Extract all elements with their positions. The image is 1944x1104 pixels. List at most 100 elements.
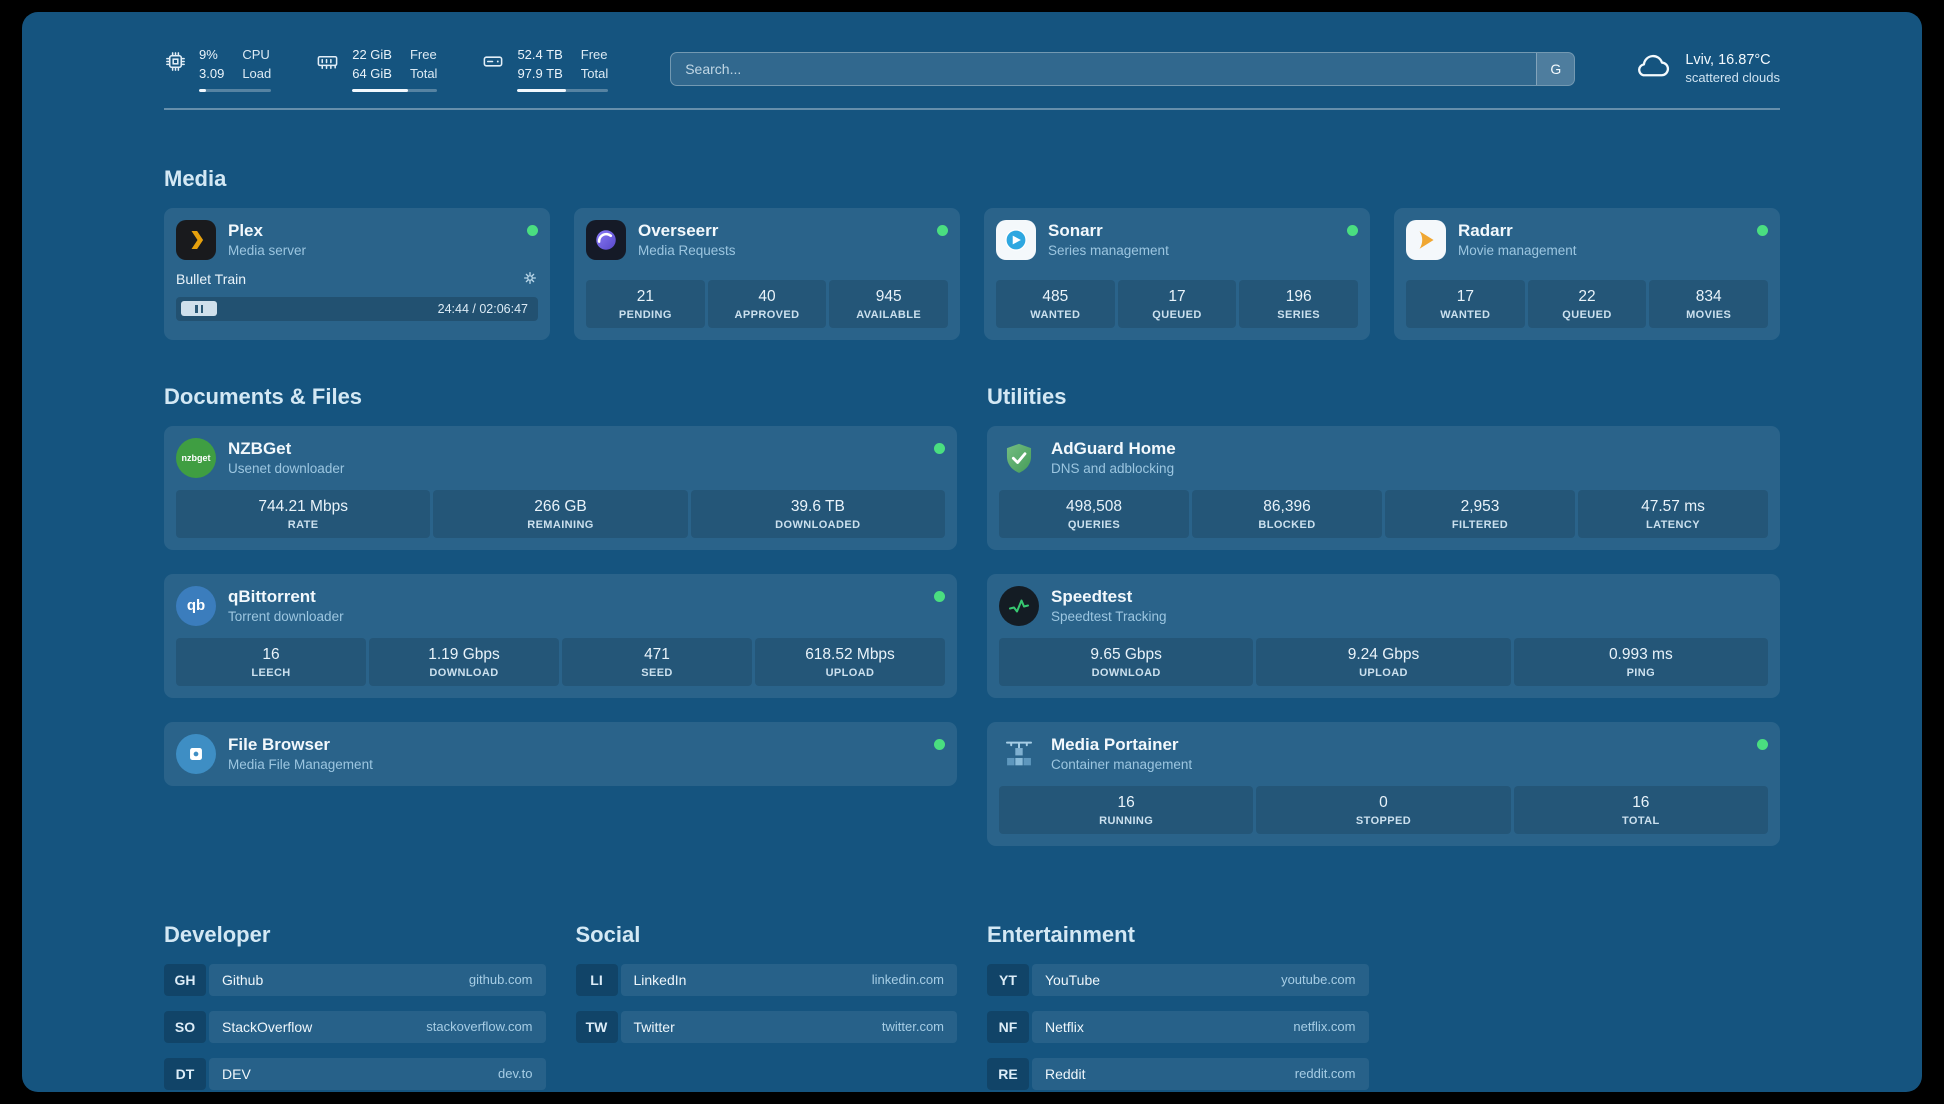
disk-total: 97.9 TB (517, 65, 563, 81)
section-media: Media Plex Media server Bullet Train (164, 166, 1780, 340)
speedtest-icon (999, 585, 1039, 626)
service-name: Plex (228, 221, 263, 241)
stat-stopped: 0 STOPPED (1256, 785, 1511, 834)
section-title-documents: Documents & Files (164, 383, 363, 409)
bookmark-link[interactable]: StackOverflow stackoverflow.com (209, 1010, 546, 1043)
service-card-plex[interactable]: Plex Media server Bullet Train (164, 207, 550, 340)
status-indicator (1757, 224, 1768, 236)
bookmark-youtube: YT YouTube youtube.com (987, 963, 1369, 996)
section-title-entertainment: Entertainment (987, 921, 1135, 947)
radarr-icon (1406, 219, 1446, 260)
status-indicator (937, 224, 948, 236)
bookmark-link[interactable]: Twitter twitter.com (620, 1010, 957, 1043)
service-card-radarr[interactable]: Radarr Movie management 17 WANTED 22 QUE… (1394, 207, 1780, 340)
bookmark-abbr: SO (164, 1010, 206, 1043)
section-title-media: Media (164, 165, 227, 191)
topbar-divider (164, 107, 1780, 110)
status-indicator (527, 224, 538, 236)
bookmark-abbr: TW (575, 1010, 618, 1043)
cloud-icon (1631, 51, 1673, 86)
service-name: AdGuard Home (1051, 439, 1176, 459)
now-playing-title: Bullet Train (176, 271, 247, 288)
stat-movies: 834 MOVIES (1649, 279, 1769, 328)
bookmark-link[interactable]: DEV dev.to (209, 1057, 546, 1090)
service-name: File Browser (228, 735, 331, 755)
sonarr-icon (996, 219, 1036, 260)
service-subtitle: Media Requests (638, 243, 736, 259)
search-input[interactable] (670, 51, 1576, 86)
section-utilities: Utilities (987, 384, 1780, 846)
cpu-label-2: Load (242, 65, 272, 81)
service-subtitle: Torrent downloader (228, 609, 344, 625)
portainer-icon (999, 734, 1039, 774)
stream-settings-gear-icon[interactable] (522, 270, 538, 289)
cpu-load: 3.09 (199, 65, 225, 81)
service-name: Speedtest (1051, 587, 1133, 607)
filebrowser-icon (176, 733, 216, 774)
stat-blocked: 86,396 BLOCKED (1192, 489, 1382, 538)
disk-free: 52.4 TB (517, 47, 563, 62)
stat-download: 1.19 Gbps DOWNLOAD (369, 637, 559, 686)
service-subtitle: Series management (1048, 243, 1169, 259)
bookmark-linkedin: LI LinkedIn linkedin.com (575, 963, 957, 996)
cpu-widget: 9% CPU 3.09 Load (164, 46, 272, 92)
memory-total: 64 GiB (352, 65, 392, 81)
service-card-adguard[interactable]: AdGuard Home DNS and adblocking 498,508 … (987, 425, 1780, 550)
dashboard-page: 9% CPU 3.09 Load 22 GiB Free 64 Gi (22, 12, 1922, 1092)
stat-wanted: 485 WANTED (996, 279, 1115, 328)
service-name: Overseerr (638, 221, 719, 241)
nzbget-icon: nzbget (176, 437, 216, 478)
service-card-filebrowser[interactable]: File Browser Media File Management (164, 721, 957, 786)
stat-rate: 744.21 Mbps RATE (176, 489, 431, 538)
overseerr-icon (586, 219, 626, 260)
service-name: Radarr (1458, 221, 1513, 241)
bookmark-link[interactable]: Github github.com (209, 963, 546, 996)
bookmark-reddit: RE Reddit reddit.com (987, 1057, 1369, 1090)
bookmark-link[interactable]: Reddit reddit.com (1032, 1057, 1369, 1090)
bookmark-group-developer: Developer GH Github github.com SO StackO… (164, 922, 546, 1090)
qbittorrent-icon: qb (176, 585, 216, 626)
section-title-social: Social (575, 921, 641, 947)
section-documents: Documents & Files nzbget NZBGet Usenet d… (164, 384, 957, 786)
bookmark-dev: DT DEV dev.to (164, 1057, 546, 1090)
memory-icon (315, 50, 340, 78)
disk-usage-bar (517, 88, 609, 92)
adguard-icon (999, 438, 1039, 478)
cpu-percent: 9% (199, 47, 218, 62)
stat-available: 945 AVAILABLE (829, 279, 949, 328)
stat-queued: 17 QUEUED (1117, 279, 1237, 328)
service-card-overseerr[interactable]: Overseerr Media Requests 21 PENDING 40 A… (574, 207, 960, 340)
bookmark-group-entertainment: Entertainment YT YouTube youtube.com NF … (987, 922, 1369, 1090)
pause-button[interactable] (181, 301, 217, 317)
status-indicator (934, 590, 945, 602)
status-indicator (1347, 224, 1358, 236)
service-name: NZBGet (228, 439, 292, 459)
weather-location: Lviv, 16.87°C (1685, 52, 1771, 69)
bookmark-twitter: TW Twitter twitter.com (575, 1010, 957, 1043)
memory-label-1: Free (409, 47, 437, 62)
stat-downloaded: 39.6 TB DOWNLOADED (690, 489, 945, 538)
stat-series: 196 SERIES (1239, 279, 1359, 328)
bookmark-link[interactable]: YouTube youtube.com (1032, 963, 1369, 996)
stat-seed: 471 SEED (562, 637, 752, 686)
service-subtitle: Speedtest Tracking (1051, 609, 1167, 625)
stat-queued: 22 QUEUED (1527, 279, 1647, 328)
service-card-nzbget[interactable]: nzbget NZBGet Usenet downloader 744.21 M… (164, 425, 957, 550)
memory-widget: 22 GiB Free 64 GiB Total (315, 46, 438, 92)
topbar: 9% CPU 3.09 Load 22 GiB Free 64 Gi (164, 46, 1780, 92)
playback-progress-bar[interactable]: 24:44 / 02:06:47 (176, 296, 538, 321)
service-card-speedtest[interactable]: Speedtest Speedtest Tracking 9.65 Gbps D… (987, 573, 1780, 698)
service-card-qbittorrent[interactable]: qb qBittorrent Torrent downloader 16 LEE… (164, 573, 957, 698)
bookmark-link[interactable]: Netflix netflix.com (1032, 1010, 1369, 1043)
weather-condition: scattered clouds (1685, 70, 1780, 86)
bookmark-link[interactable]: LinkedIn linkedin.com (620, 963, 957, 996)
service-card-sonarr[interactable]: Sonarr Series management 485 WANTED 17 Q… (984, 207, 1370, 340)
search-engine-button[interactable]: G (1536, 52, 1575, 85)
service-name: Media Portainer (1051, 735, 1179, 755)
stat-queries: 498,508 QUERIES (999, 489, 1189, 538)
cpu-usage-bar (199, 88, 272, 92)
disk-widget: 52.4 TB Free 97.9 TB Total (481, 46, 609, 92)
service-subtitle: Media File Management (228, 757, 373, 773)
service-card-portainer[interactable]: Media Portainer Container management 16 … (987, 721, 1780, 846)
status-indicator (934, 442, 945, 454)
